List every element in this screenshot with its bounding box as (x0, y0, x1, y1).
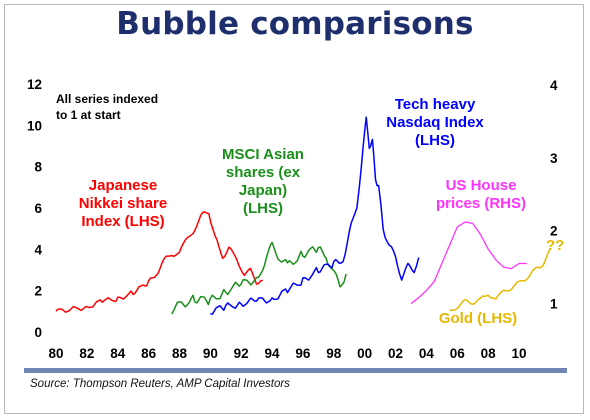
nikkei-label-line-1: Japanese (89, 177, 157, 194)
y-left-tick-6: 6 (34, 201, 42, 216)
x-tick-00: 00 (357, 346, 372, 361)
note-line-2: to 1 at start (56, 108, 121, 122)
source-note: Source: Thompson Reuters, AMP Capital In… (30, 378, 290, 390)
annotations: All series indexed to 1 at start Japanes… (56, 92, 564, 327)
question-marks: ?? (546, 237, 564, 254)
x-tick-82: 82 (79, 346, 94, 361)
house-label-line-1: US House (446, 177, 517, 194)
y-right-tick-2: 2 (550, 224, 558, 239)
series-line-us-house (410, 221, 527, 305)
y-right-tick-4: 4 (550, 78, 558, 93)
y-left-tick-12: 12 (27, 77, 42, 92)
x-tick-06: 06 (450, 346, 466, 361)
series-lines (55, 116, 551, 315)
series-line-nasdaq (210, 116, 420, 315)
nasdaq-label-line-1: Tech heavy (395, 96, 476, 113)
y-right-tick-3: 3 (550, 151, 558, 166)
x-tick-94: 94 (265, 346, 281, 361)
chart-frame (4, 4, 584, 414)
axes: 80 82 84 86 88 90 92 94 96 98 00 02 04 06 08 1002468101… (27, 77, 558, 361)
y-left-tick-4: 4 (34, 242, 42, 257)
gold-label: Gold (LHS) (439, 310, 517, 327)
x-tick-90: 90 (203, 346, 218, 361)
x-tick-88: 88 (172, 346, 188, 361)
x-tick-96: 96 (295, 346, 311, 361)
x-tick-02: 02 (388, 346, 403, 361)
nikkei-label-line-3: Index (LHS) (81, 213, 164, 230)
series-line-nikkei (55, 211, 263, 313)
msci-label-line-3: Japan) (239, 182, 287, 199)
y-left-tick-2: 2 (34, 284, 42, 299)
x-tick-98: 98 (326, 346, 342, 361)
chart-title: Bubble comparisons (116, 6, 474, 42)
y-left-tick-8: 8 (34, 160, 42, 175)
series-line-msci-asia (171, 241, 347, 315)
house-label-line-2: prices (RHS) (436, 195, 526, 212)
msci-label-line-2: shares (ex (226, 164, 301, 181)
y-left-tick-10: 10 (27, 118, 42, 133)
x-tick-10: 10 (511, 346, 526, 361)
x-tick-84: 84 (110, 346, 126, 361)
msci-label-line-4: (LHS) (243, 200, 283, 217)
y-left-tick-0: 0 (34, 325, 42, 340)
nikkei-label-line-2: Nikkei share (79, 195, 167, 212)
x-tick-80: 80 (48, 346, 63, 361)
series-line-gold (449, 248, 551, 312)
bottom-rule (24, 368, 567, 373)
x-tick-08: 08 (481, 346, 497, 361)
note-line-1: All series indexed (56, 92, 158, 106)
nasdaq-label-line-2: Nasdaq Index (386, 114, 484, 131)
y-right-tick-1: 1 (550, 297, 558, 312)
x-tick-86: 86 (141, 346, 157, 361)
msci-label-line-1: MSCI Asian (222, 146, 304, 163)
x-tick-04: 04 (419, 346, 435, 361)
nasdaq-label-line-3: (LHS) (415, 132, 455, 149)
x-tick-92: 92 (234, 346, 249, 361)
